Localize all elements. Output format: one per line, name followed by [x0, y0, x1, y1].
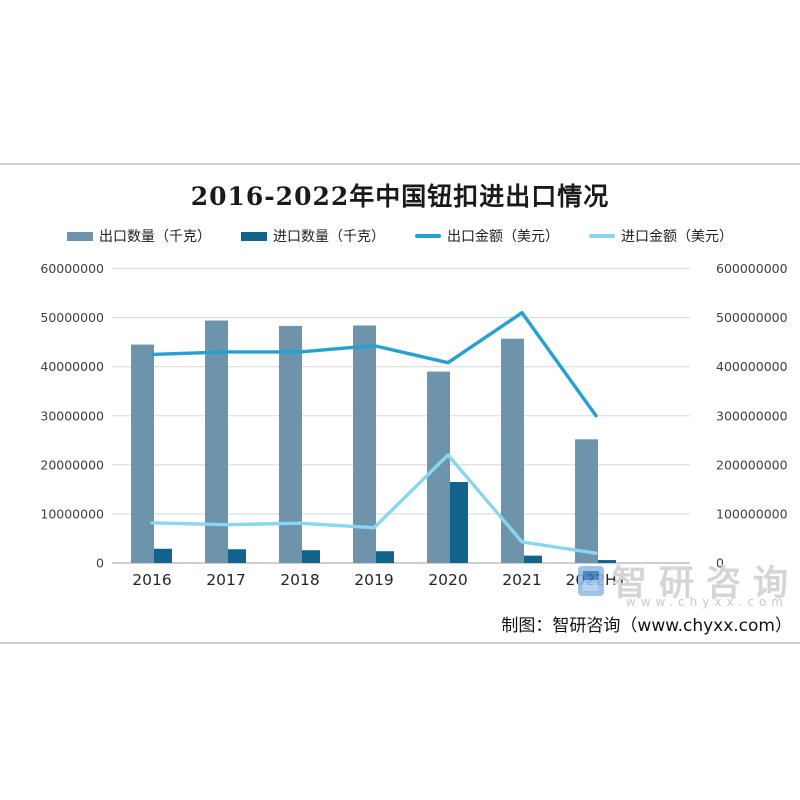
legend-label: 出口金额（美元） [447, 229, 559, 245]
right-axis-tick: 100000000 [716, 506, 788, 521]
left-axis-tick: 30000000 [40, 408, 104, 423]
legend-line-swatch [415, 234, 441, 238]
left-axis-tick: 60000000 [40, 261, 104, 276]
x-axis-label-2019: 2019 [354, 571, 393, 589]
import-amount-line [150, 453, 598, 555]
left-axis-tick: 20000000 [40, 457, 104, 472]
export-qty-bar-2020 [427, 371, 450, 563]
chart-title: 2016-2022年中国钮扣进出口情况 [190, 182, 610, 211]
import-qty-bar-2020 [450, 482, 468, 563]
left-axis-tick: 40000000 [40, 359, 104, 374]
export-qty-bar-2021 [501, 338, 524, 563]
import-qty-bar-2017 [228, 549, 246, 563]
export-qty-bar-2016 [131, 344, 154, 563]
x-axis-label-2021: 2021 [502, 571, 541, 589]
legend-item-1: 进口数量（千克） [241, 226, 385, 246]
legend-item-2: 出口金额（美元） [415, 226, 559, 246]
x-axis-label-2017: 2017 [206, 571, 245, 589]
import-qty-bar-2016 [154, 548, 172, 563]
right-axis-tick: 600000000 [716, 261, 788, 276]
legend-bar-swatch [67, 231, 93, 241]
right-axis-tick: 400000000 [716, 359, 788, 374]
legend-label: 进口金额（美元） [621, 229, 733, 245]
watermark-url-text: www.chyxx.com [625, 595, 788, 609]
right-axis-tick: 300000000 [716, 408, 788, 423]
import-qty-bar-2019 [376, 551, 394, 563]
chart-source-caption: 制图：智研咨询（www.chyxx.com） [501, 616, 792, 636]
x-axis-label-2020: 2020 [428, 571, 467, 589]
left-axis-tick: 50000000 [40, 310, 104, 325]
legend-bar-swatch [241, 231, 267, 241]
x-axis-label-2022H1: 2022H1 [566, 571, 627, 589]
legend-label: 出口数量（千克） [99, 229, 211, 245]
legend-label: 进口数量（千克） [273, 229, 385, 245]
export-qty-bar-2017 [205, 320, 228, 563]
export-qty-bar-2018 [279, 325, 302, 563]
x-axis-label-2018: 2018 [280, 571, 319, 589]
legend-item-0: 出口数量（千克） [67, 226, 211, 246]
import-qty-bar-2022H1 [598, 560, 616, 563]
export-qty-bar-2022H1 [575, 439, 598, 563]
right-axis-tick: 0 [716, 556, 724, 571]
legend-item-3: 进口金额（美元） [589, 226, 733, 246]
import-qty-bar-2018 [302, 550, 320, 563]
right-axis-tick: 200000000 [716, 457, 788, 472]
chart-legend: 出口数量（千克） 进口数量（千克） 出口金额（美元） 进口金额（美元） [0, 225, 800, 247]
export-qty-bar-2019 [353, 325, 376, 563]
left-axis-tick: 0 [96, 556, 104, 571]
export-amount-line [150, 310, 598, 418]
left-axis-tick: 10000000 [40, 506, 104, 521]
import-qty-bar-2021 [524, 555, 542, 563]
x-axis-label-2016: 2016 [132, 571, 171, 589]
chart-card: 0 0 10000000 100000000 20000000 200000000 3000… [0, 163, 800, 644]
legend-line-swatch [589, 234, 615, 238]
right-axis-tick: 500000000 [716, 310, 788, 325]
